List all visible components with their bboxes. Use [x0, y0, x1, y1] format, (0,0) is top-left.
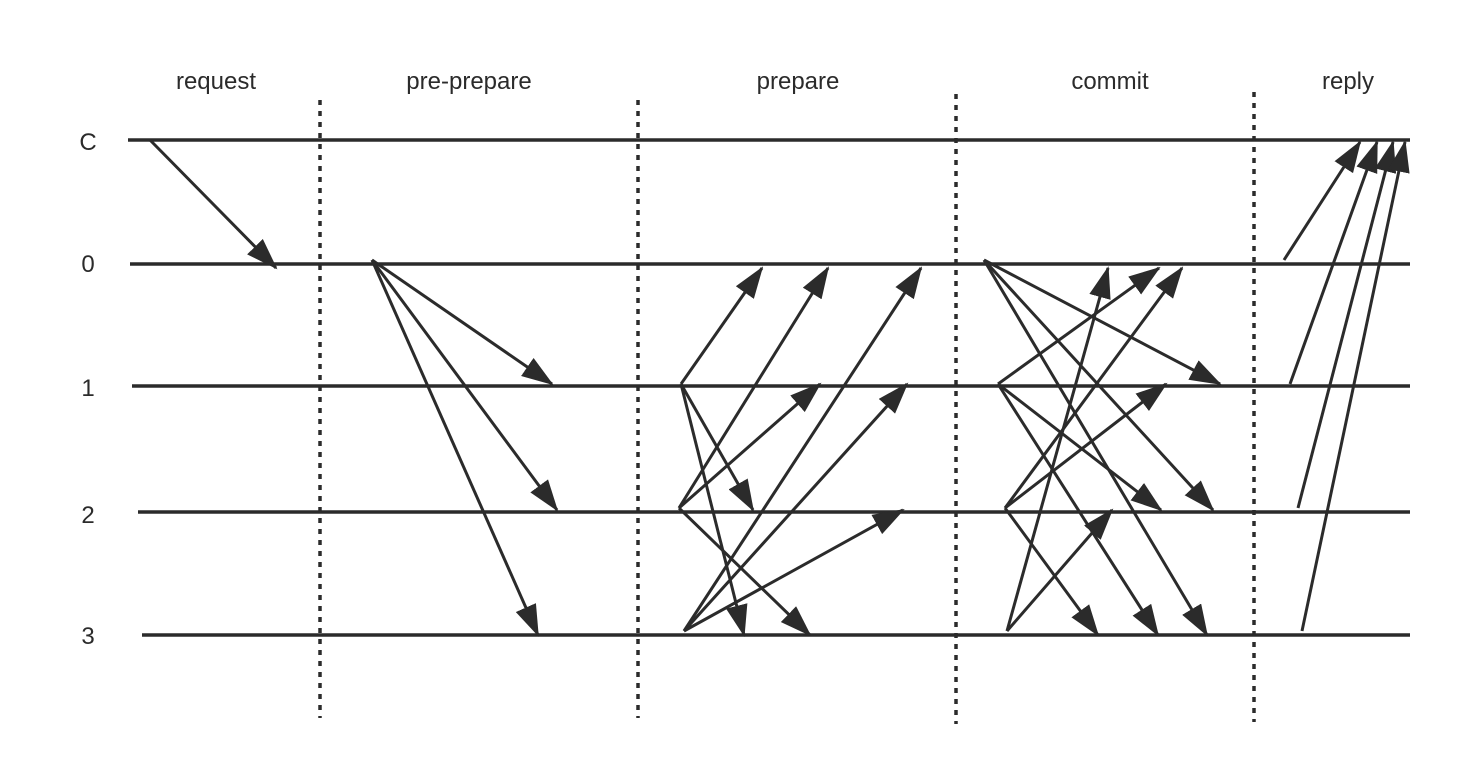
arrow-prepare-3-to-0: [682, 266, 923, 632]
node-label-c: C: [79, 129, 96, 156]
arrow-commit-2-to-3: [1003, 507, 1100, 637]
arrow-commit-3-to-0: [1005, 266, 1111, 632]
arrow-prepare-2-to-1: [678, 382, 822, 510]
node-label-3: 3: [81, 623, 94, 650]
phase-dividers: [318, 92, 1256, 724]
phase-label-commit: commit: [1071, 68, 1149, 95]
arrow-reply-3-to-c: [1300, 140, 1410, 632]
arrow-commit-0-to-2: [982, 258, 1215, 512]
arrow-commit-2-to-1: [1004, 382, 1168, 510]
node-label-0: 0: [81, 251, 94, 278]
node-label-2: 2: [81, 502, 94, 529]
arrow-pre-prepare-0-to-3: [370, 259, 540, 637]
arrow-pre-prepare-0-to-1: [371, 258, 554, 386]
phase-label-pre-prepare: pre-prepare: [406, 68, 531, 95]
phase-label-reply: reply: [1322, 68, 1374, 95]
arrow-prepare-3-to-2: [683, 508, 905, 633]
arrow-commit-1-to-3: [996, 383, 1160, 637]
arrow-commit-0-to-3: [982, 259, 1209, 637]
arrow-reply-2-to-c: [1296, 140, 1397, 509]
arrow-commit-3-to-2: [1005, 508, 1114, 632]
arrow-reply-0-to-c: [1282, 140, 1362, 261]
arrow-reply-1-to-c: [1288, 140, 1379, 385]
node-label-1: 1: [81, 375, 94, 402]
arrow-commit-0-to-1: [983, 258, 1222, 386]
phase-label-request: request: [176, 68, 256, 95]
arrow-prepare-2-to-3: [677, 506, 812, 637]
arrow-prepare-2-to-0: [677, 266, 830, 509]
arrow-commit-1-to-0: [997, 266, 1161, 386]
arrow-commit-2-to-0: [1003, 266, 1184, 509]
arrow-pre-prepare-0-to-2: [370, 259, 559, 512]
arrow-commit-1-to-2: [997, 382, 1163, 512]
message-arrows: [148, 138, 1410, 637]
arrow-prepare-3-to-1: [682, 382, 909, 633]
arrow-prepare-1-to-3: [679, 383, 748, 637]
arrow-prepare-1-to-0: [679, 266, 764, 385]
arrow-request-c-to-0: [148, 138, 278, 270]
phase-label-prepare: prepare: [757, 68, 840, 95]
